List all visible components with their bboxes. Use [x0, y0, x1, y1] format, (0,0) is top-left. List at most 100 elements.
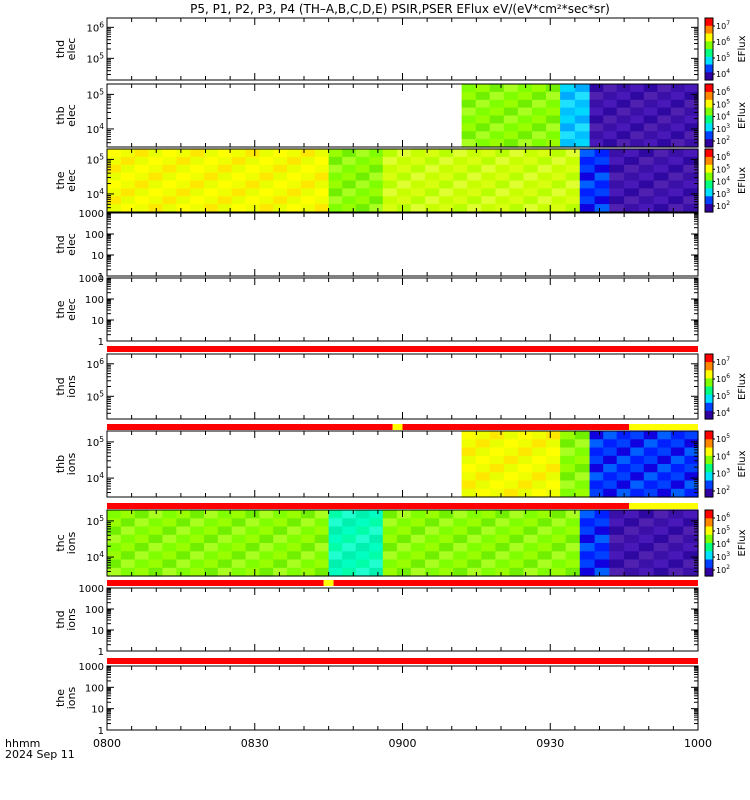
spectro-cell	[287, 156, 302, 166]
spectro-cell	[475, 480, 491, 490]
spectro-cell	[532, 447, 547, 457]
spectro-cell	[616, 455, 631, 465]
colorbar-segment	[705, 554, 713, 556]
spectro-cell	[287, 172, 302, 182]
panel-ylabel: thbions	[54, 452, 78, 475]
spectro-cell	[245, 518, 260, 528]
colorbar-tick-label: 106	[716, 512, 730, 523]
colorbar-segment	[705, 155, 713, 158]
spectro-cell	[668, 526, 684, 536]
colorbar-segment	[705, 483, 713, 486]
spectro-cell	[653, 551, 670, 561]
spectro-cell	[176, 188, 191, 197]
spectro-cell	[217, 559, 233, 569]
colorbar-segment	[705, 127, 713, 130]
spectro-cell	[670, 455, 685, 465]
spectro-cell	[382, 526, 398, 536]
colorbar-segment	[705, 368, 713, 371]
spectro-cell	[579, 204, 596, 213]
spectro-cell	[467, 172, 482, 182]
spectro-cell	[481, 559, 496, 569]
spectro-cell	[537, 518, 553, 528]
colorbar-segment	[705, 398, 713, 401]
colorbar-segment	[705, 359, 713, 362]
spectro-cell	[670, 464, 685, 473]
spectro-cell	[162, 526, 177, 536]
spectro-cell	[396, 510, 412, 519]
spectro-cell	[684, 455, 699, 465]
spectro-cell	[217, 518, 233, 528]
spectro-cell	[300, 510, 316, 519]
spectro-cell	[355, 149, 370, 158]
spectro-cell	[594, 534, 610, 544]
spectro-cell	[684, 84, 699, 93]
colorbar-segment	[705, 45, 713, 47]
spectro-cell	[453, 510, 468, 519]
colorbar-segment	[705, 510, 713, 512]
spectro-cell	[396, 180, 412, 189]
spectro-cell	[683, 510, 699, 519]
y-tick-label: 104	[86, 550, 104, 564]
colorbar-tick-label: 105	[716, 390, 730, 401]
colorbar-segment	[705, 387, 713, 390]
colorbar-segment	[705, 464, 713, 466]
colorbar-segment	[705, 56, 713, 59]
spectro-cell	[342, 196, 357, 205]
spectro-cell	[342, 567, 357, 577]
spectro-cell	[560, 107, 576, 117]
colorbar-segment	[705, 49, 713, 51]
spectro-cell	[638, 180, 655, 189]
spectro-cell	[273, 188, 288, 197]
colorbar-segment	[705, 556, 713, 559]
spectro-cell	[624, 559, 640, 569]
colorbar-segment	[705, 191, 713, 193]
spectro-cell	[300, 188, 316, 197]
spectro-cell	[560, 431, 576, 440]
spectro-cell	[410, 510, 426, 519]
spectro-cell	[369, 551, 384, 561]
colorbar-segment	[705, 51, 713, 54]
spectro-cell	[461, 480, 477, 490]
spectro-cell	[107, 188, 122, 197]
colorbar-segment	[705, 176, 713, 179]
colorbar-label: EFlux	[737, 167, 748, 194]
colorbar-segment	[705, 526, 713, 529]
colorbar-tick-label: 103	[716, 123, 730, 134]
colorbar-segment	[705, 518, 713, 521]
spectro-cell	[603, 99, 618, 109]
spectro-cell	[609, 543, 625, 552]
spectro-cell	[684, 488, 699, 498]
spectro-cell	[467, 196, 482, 205]
spectro-cell	[107, 551, 122, 561]
spectro-cell	[638, 172, 655, 182]
colorbar-segment	[705, 494, 713, 497]
spectro-cell	[546, 447, 561, 457]
colorbar-tick-label: 102	[716, 200, 730, 211]
colorbar-segment	[705, 25, 713, 28]
spectro-cell	[300, 164, 316, 174]
colorbar-segment	[705, 548, 713, 551]
spectro-cell	[616, 115, 631, 124]
colorbar-segment	[705, 170, 713, 172]
spectro-cell	[273, 518, 288, 528]
spectro-cell	[603, 439, 618, 449]
spectro-cell	[396, 518, 412, 528]
spectro-cell	[439, 149, 454, 158]
spectro-cell	[560, 99, 576, 109]
spectro-cell	[683, 164, 699, 174]
spectro-cell	[594, 188, 610, 197]
spectro-cell	[624, 534, 640, 544]
y-tick-label: 100	[85, 295, 104, 306]
spectro-cell	[217, 156, 233, 166]
spectro-cell	[396, 149, 412, 158]
spectro-cell	[245, 534, 260, 544]
spectro-cell	[668, 510, 684, 519]
spectro-cell	[653, 204, 670, 213]
spectro-cell	[245, 156, 260, 166]
spectro-cell	[259, 172, 274, 182]
colorbar-segment	[705, 152, 713, 155]
spectro-cell	[328, 156, 343, 166]
y-tick-label: 10	[91, 251, 104, 262]
spectro-cell	[287, 510, 302, 519]
x-tick-label: 0900	[389, 737, 417, 750]
